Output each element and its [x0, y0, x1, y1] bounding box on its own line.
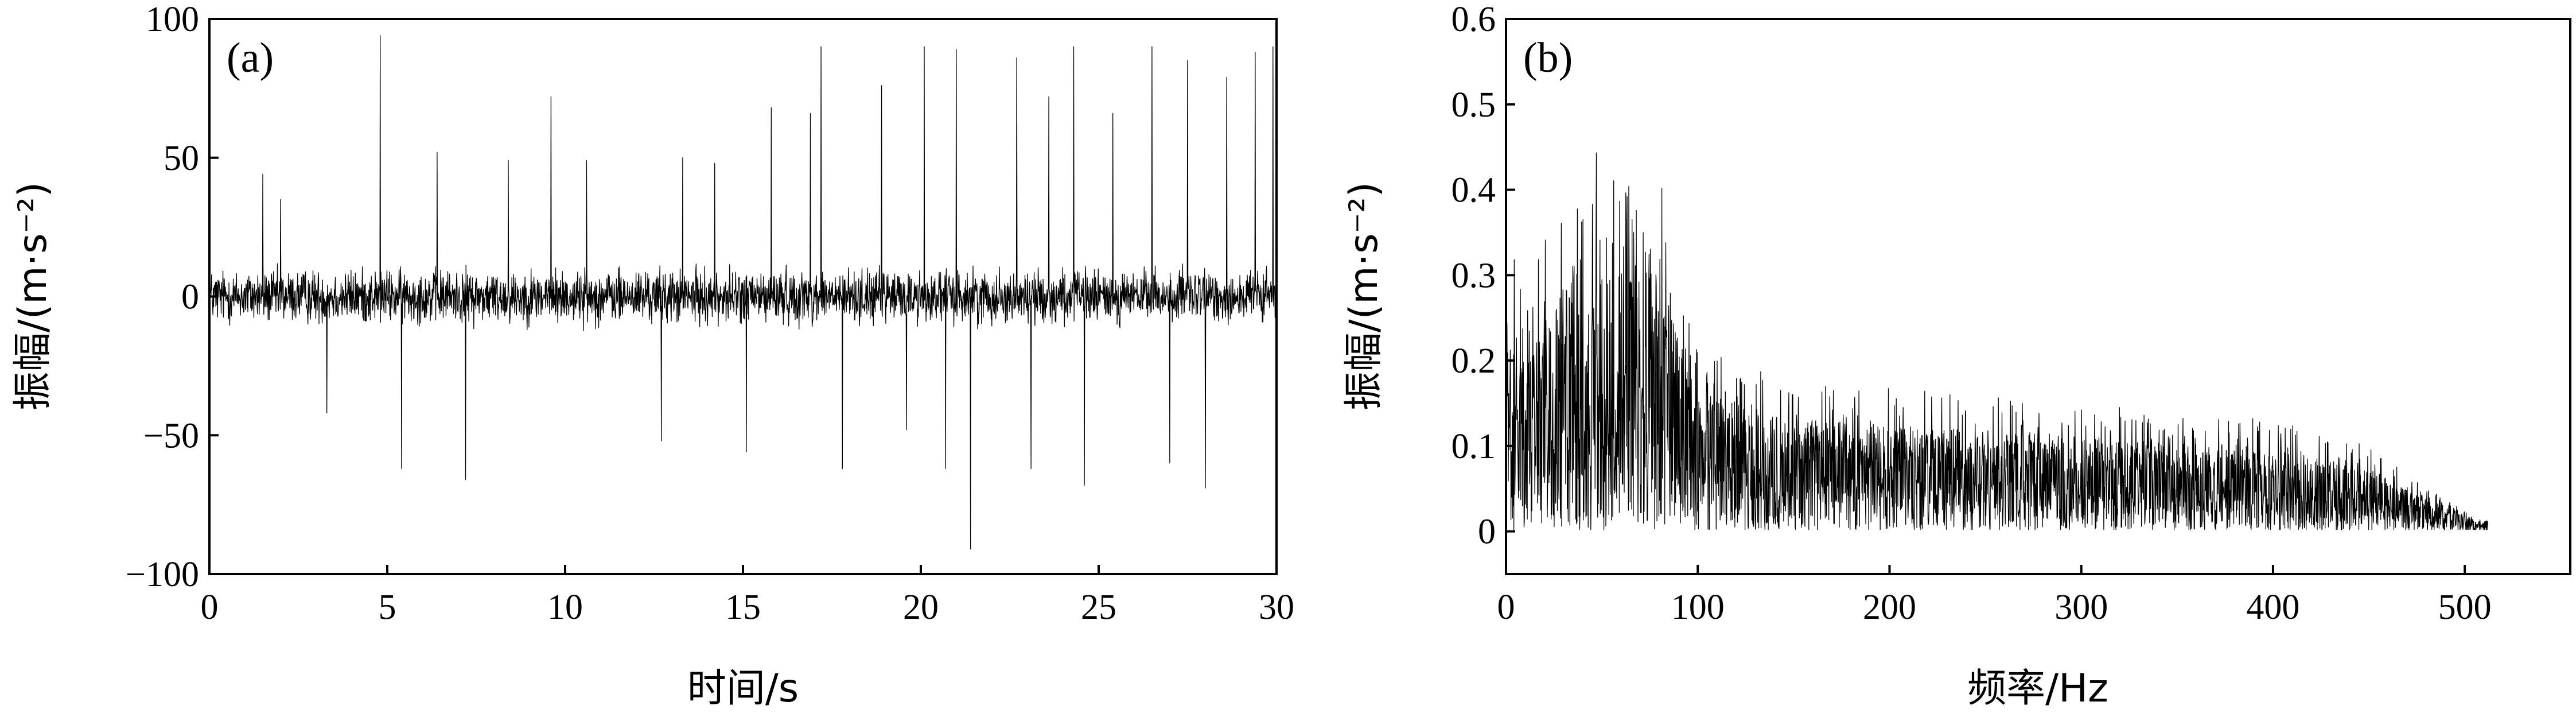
y-tick-label: 0.6 [1452, 0, 1496, 39]
y-axis-ticks-b: 0.6 0.5 0.4 0.3 0.2 0.1 0 [1452, 0, 1515, 552]
y-axis-title-a: 振幅/(m·s⁻²) [10, 182, 56, 410]
x-tick-label: 30 [1259, 588, 1294, 627]
y-tick-label: 0 [1478, 513, 1496, 552]
x-tick-label: 20 [903, 588, 939, 627]
x-tick-label: 15 [725, 588, 761, 627]
panel-label-a: (a) [227, 34, 274, 82]
y-tick-label: 0.2 [1452, 342, 1496, 381]
y-tick-label: 0 [181, 278, 199, 317]
y-tick-label: 50 [164, 139, 199, 178]
x-axis-title-a: 时间/s [687, 666, 799, 711]
acceleration-time-series-line [209, 35, 1277, 550]
frequency-domain-panel: 0 100 200 300 400 500 0.6 0.5 0.4 0.3 0.2 0.1 0 (b)… [1341, 0, 2571, 711]
y-tick-label: 0.5 [1452, 86, 1496, 125]
x-tick-label: 300 [2054, 588, 2108, 627]
x-tick-label: 0 [1497, 588, 1515, 627]
y-axis-title-b: 振幅/(m·s⁻²) [1341, 182, 1387, 410]
panel-label-b: (b) [1523, 34, 1573, 82]
plot-frame-b [1505, 18, 2571, 575]
x-tick-label: 100 [1671, 588, 1725, 627]
y-axis-ticks-a: 100 50 0 −50 −100 [126, 0, 219, 594]
x-axis-ticks-b: 0 100 200 300 400 500 [1497, 565, 2492, 627]
x-axis-ticks-a: 0 5 10 15 20 25 30 [201, 565, 1294, 627]
y-tick-label: 0.3 [1452, 256, 1496, 295]
y-tick-label: 0.1 [1452, 427, 1496, 466]
x-tick-label: 5 [379, 588, 396, 627]
y-tick-label: 0.4 [1452, 171, 1496, 210]
y-tick-label: 100 [146, 0, 199, 39]
x-tick-label: 400 [2246, 588, 2299, 627]
time-domain-panel: 0 5 10 15 20 25 30 100 50 0 −50 −100 (a) 时间/s 振幅/(… [10, 0, 1294, 711]
x-tick-label: 0 [201, 588, 219, 627]
x-tick-label: 25 [1081, 588, 1116, 627]
y-tick-label: −100 [126, 555, 199, 594]
y-tick-label: −50 [143, 416, 199, 455]
x-axis-title-b: 频率/Hz [1967, 666, 2108, 711]
x-tick-label: 500 [2438, 588, 2492, 627]
x-tick-label: 10 [547, 588, 583, 627]
x-tick-label: 200 [1863, 588, 1916, 627]
amplitude-spectrum-line [1505, 152, 2488, 530]
